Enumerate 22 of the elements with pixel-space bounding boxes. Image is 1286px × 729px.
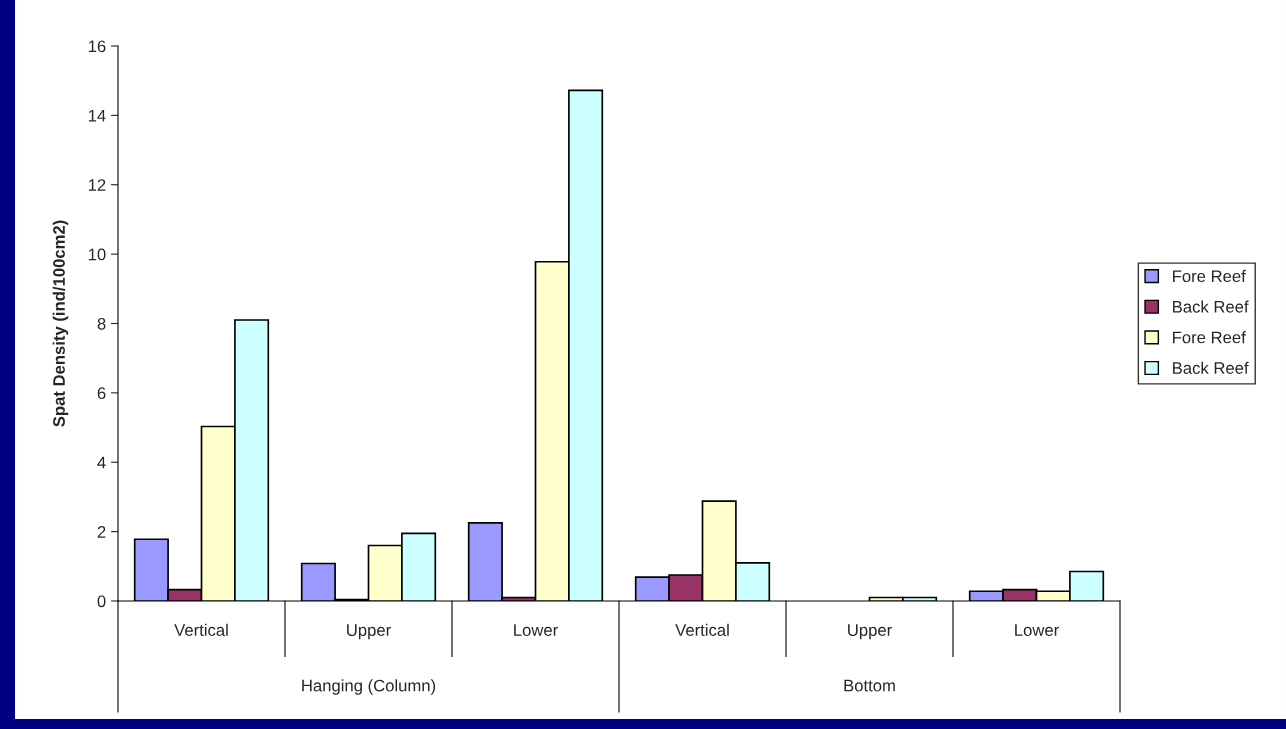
y-tick-label: 14 xyxy=(88,109,106,122)
x-tick-label: Vertical xyxy=(174,623,228,636)
text: Bottom xyxy=(844,679,895,692)
x-tick-label: Lower xyxy=(514,624,558,636)
legend-label: Back Reef xyxy=(1173,300,1249,313)
y-tick-label: 10 xyxy=(88,248,106,261)
y-tick-label: 0 xyxy=(97,595,106,608)
y-tick-label: 16 xyxy=(88,40,106,53)
text: Hanging (Column) xyxy=(302,679,436,695)
x-tick-label: Vertical xyxy=(675,623,729,636)
x-tick-label: Lower xyxy=(1015,624,1059,636)
x-tick-label: Upper xyxy=(848,624,892,640)
y-tick-label: 8 xyxy=(97,317,106,330)
y-axis-title: Spat Density (ind/100cm2) xyxy=(52,220,69,427)
y-tick-label: 12 xyxy=(88,179,106,191)
y-tick-label: 4 xyxy=(97,456,106,469)
legend-label: Back Reef xyxy=(1173,361,1249,374)
legend-label: Fore Reef xyxy=(1173,331,1246,344)
y-tick-label: 2 xyxy=(97,526,106,538)
legend-label: Fore Reef xyxy=(1173,269,1246,283)
y-tick-label: 6 xyxy=(97,387,106,400)
x-tick-label: Upper xyxy=(347,624,391,640)
